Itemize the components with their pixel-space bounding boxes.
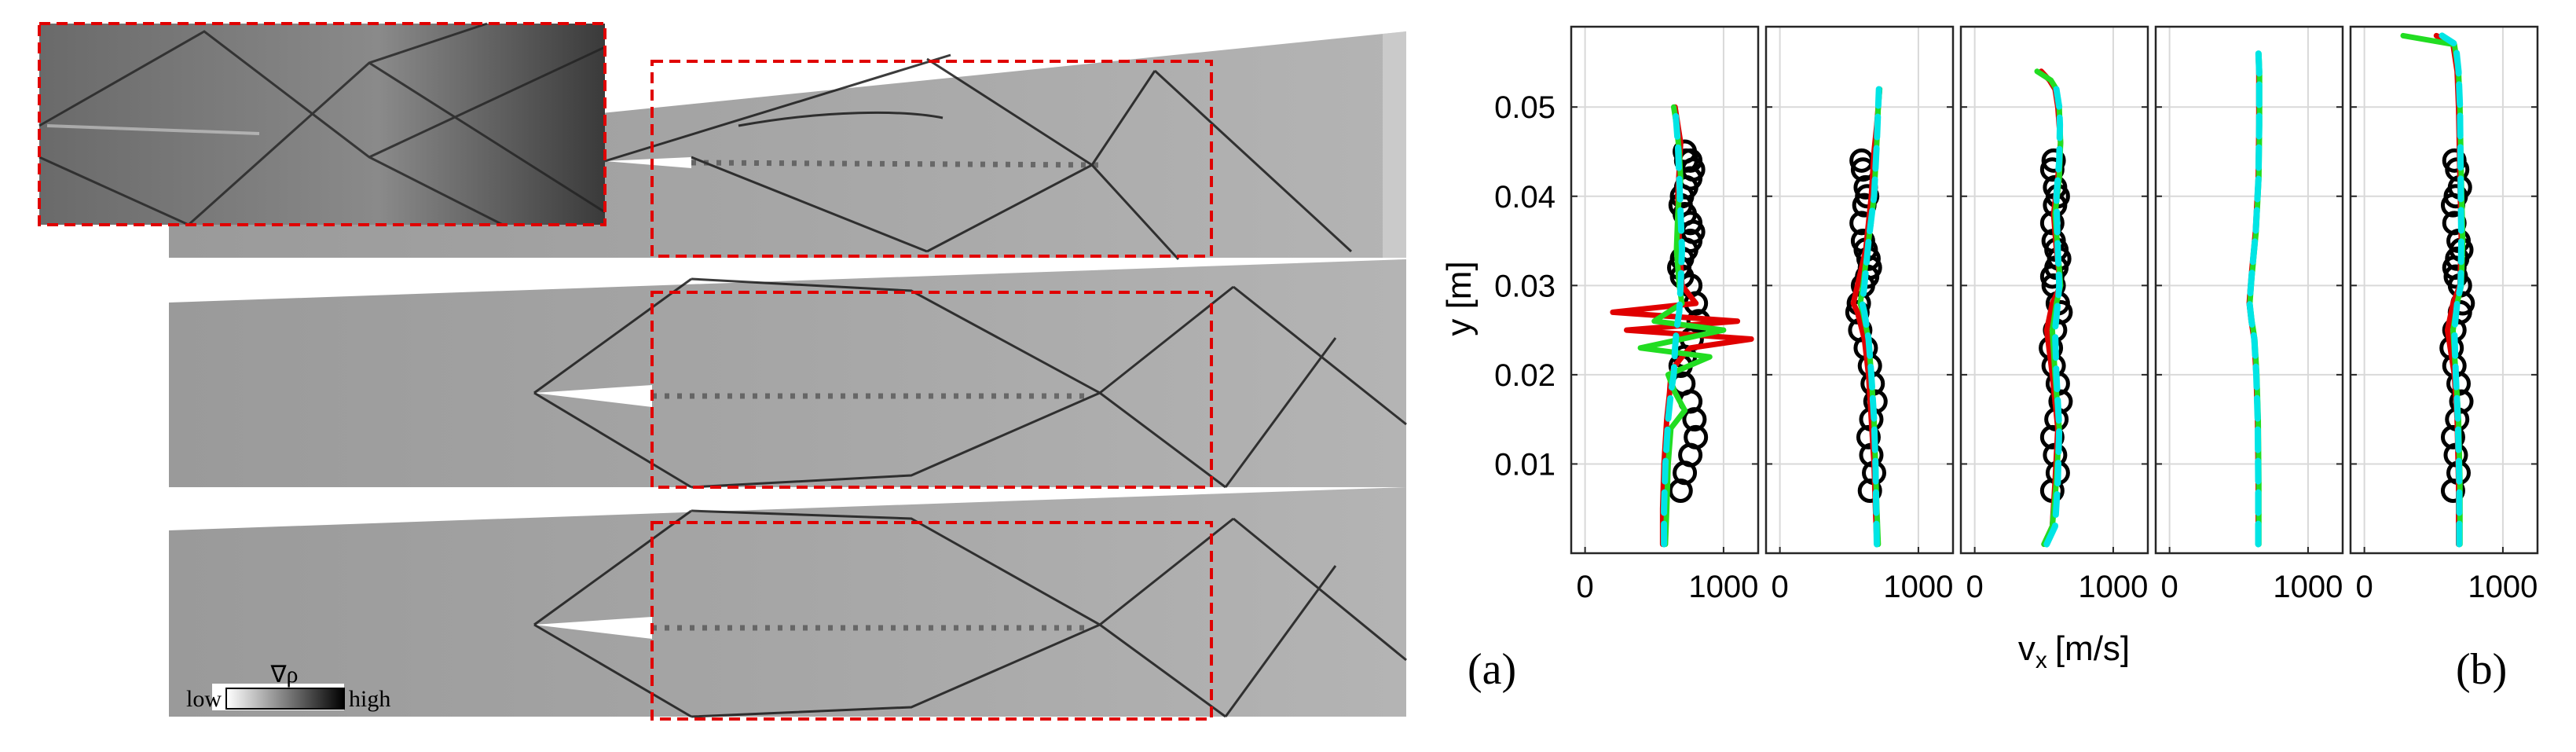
colorbar-low-label: low (186, 686, 222, 712)
x-axis-label: vx [m/s] (2018, 629, 2130, 673)
data-marker (2443, 264, 2468, 289)
x-tick-label: 0 (2161, 570, 2178, 604)
x-tick-label: 1000 (2468, 570, 2538, 604)
experimental-inset (38, 22, 606, 226)
panel-a-label: (a) (1468, 645, 1516, 694)
subplot-frame (1764, 25, 1955, 555)
x-tick-label: 0 (2356, 570, 2373, 604)
subplot-frame (2154, 25, 2344, 555)
velocity-profile-panels: (b) y [m] 0.01 0.02 0.03 0.04 0.05 vx [m/… (1440, 25, 2539, 694)
x-tick-label: 1000 (2078, 570, 2148, 604)
plot-area (2351, 27, 2538, 553)
x-tick-label: 1000 (2273, 570, 2343, 604)
schlieren-panels: ∇ρ low high (a) (38, 22, 1516, 721)
colorbar-symbol: ∇ρ (269, 662, 298, 688)
x-tick-label: 0 (1577, 570, 1594, 604)
data-marker (1855, 184, 1880, 209)
y-axis-label: y [m] (1440, 261, 1479, 336)
y-tick-labels: 0.01 0.02 0.03 0.04 0.05 (1494, 90, 1555, 482)
subplot-3: 0 1000 (1959, 25, 2149, 604)
x-tick-label: 1000 (1883, 570, 1953, 604)
colorbar-legend: ∇ρ low high (186, 662, 390, 712)
comparison-window-2 (650, 291, 1213, 489)
comparison-window-3 (650, 521, 1213, 721)
x-tick-label: 0 (1772, 570, 1789, 604)
panel-b-label: (b) (2456, 645, 2507, 694)
data-marker (2039, 157, 2065, 182)
x-axis-unit: [m/s] (2055, 629, 2130, 668)
subplot-frame (1570, 25, 1760, 555)
x-axis-symbol: v (2018, 629, 2036, 668)
wedge-shape (534, 385, 652, 407)
series-line (2043, 86, 2064, 548)
schlieren-field-3 (169, 487, 1407, 718)
series-line (1661, 104, 1685, 548)
subplot-4: 0 1000 (2154, 25, 2344, 604)
subplot-2: 0 1000 (1764, 25, 1955, 604)
subplot-5: 0 1000 (2349, 25, 2539, 604)
subplot-1: 0 1000 (1570, 25, 1760, 604)
data-marker (1673, 139, 1698, 164)
x-tick-label: 1000 (1688, 570, 1758, 604)
x-tick-label: 0 (1966, 570, 1984, 604)
data-marker (2449, 389, 2474, 414)
wedge-shape (605, 157, 691, 168)
x-axis-subscript: x (2036, 647, 2047, 673)
series-line (2439, 32, 2464, 548)
subplot-frame (1959, 25, 2149, 555)
comparison-window-1 (650, 60, 1213, 258)
series-line (1859, 86, 1882, 548)
y-tick-label: 0.01 (1494, 447, 1555, 482)
colorbar-high-label: high (349, 686, 390, 712)
y-tick-label: 0.03 (1494, 269, 1555, 303)
wedge-shape (534, 617, 652, 639)
y-tick-label: 0.02 (1494, 358, 1555, 393)
series-line (2246, 50, 2263, 548)
data-marker (2442, 148, 2467, 173)
data-marker (2041, 148, 2066, 173)
subplot-frame (2349, 25, 2539, 555)
y-tick-label: 0.05 (1494, 90, 1555, 125)
inset-outline (38, 22, 606, 226)
data-marker (1856, 424, 1881, 449)
y-tick-label: 0.04 (1494, 180, 1555, 215)
colorbar (225, 688, 345, 710)
data-marker (1684, 424, 1709, 449)
schlieren-field-2 (169, 259, 1407, 489)
